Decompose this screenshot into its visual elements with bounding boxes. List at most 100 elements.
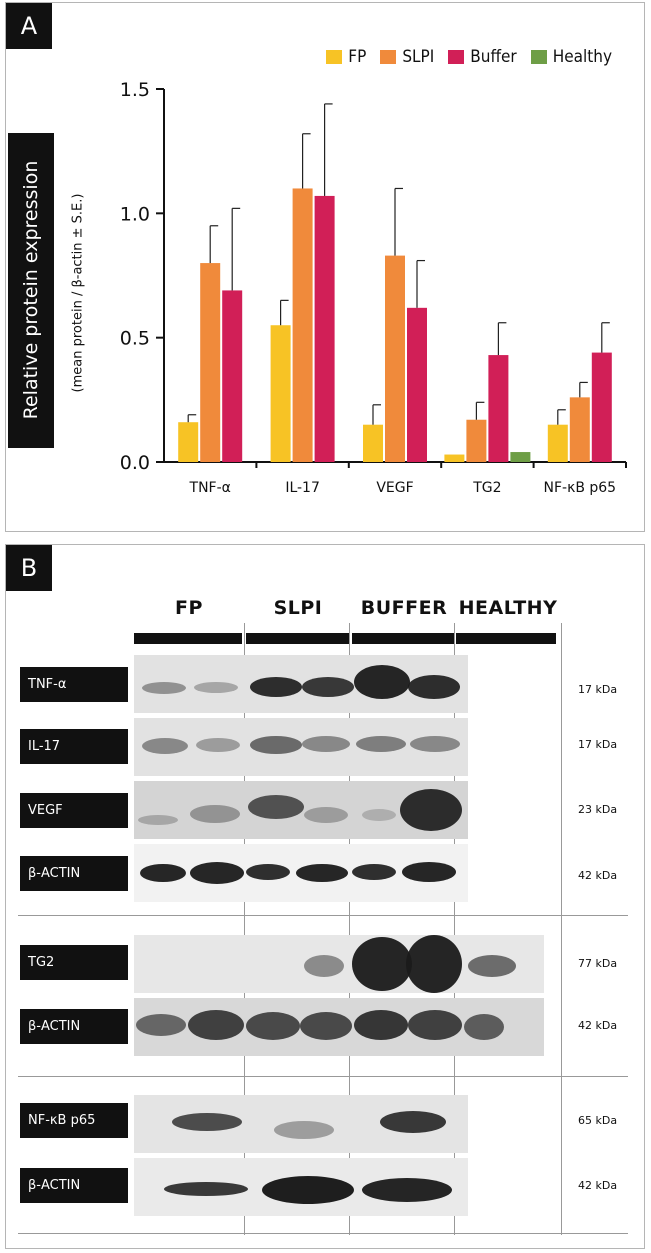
- group-label-fp: FP: [175, 597, 203, 619]
- band: [402, 862, 456, 882]
- kda-label-nfkb: 65 kDa: [578, 1114, 618, 1127]
- blot-actin-1: [134, 844, 468, 902]
- legend-swatch-slpi: [380, 50, 397, 64]
- blot-actin-3: [134, 1158, 468, 1216]
- kda-label-tg2: 77 kDa: [578, 957, 618, 970]
- band: [140, 864, 186, 882]
- group-label-slpi: SLPI: [273, 597, 323, 619]
- bar: [200, 263, 221, 462]
- band: [362, 809, 396, 821]
- band: [248, 795, 304, 819]
- y-tick-label: 0.0: [120, 452, 150, 474]
- band: [408, 675, 460, 699]
- band: [142, 738, 188, 754]
- band: [408, 1010, 462, 1040]
- band: [304, 807, 348, 823]
- bar: [314, 195, 335, 462]
- group-bar-fp: [134, 633, 242, 644]
- bar: [510, 452, 531, 462]
- blot-il17: [134, 718, 468, 776]
- bar: [363, 424, 383, 462]
- group-label-healthy: HEALTHY: [458, 597, 558, 619]
- row-label-actin-2: β-ACTIN: [20, 1009, 128, 1044]
- divider-line: [349, 623, 350, 1235]
- band: [136, 1014, 186, 1036]
- legend-swatch-fp: [326, 50, 343, 64]
- kda-label-actin-1: 42 kDa: [578, 869, 618, 882]
- band: [190, 862, 244, 884]
- divider-line: [18, 1076, 628, 1077]
- band: [362, 1178, 452, 1202]
- band: [246, 1012, 300, 1040]
- bar: [292, 188, 313, 462]
- band: [194, 682, 238, 693]
- band: [250, 677, 302, 697]
- divider-line: [18, 915, 628, 916]
- divider-line: [561, 623, 562, 1235]
- x-category-label: VEGF: [376, 480, 413, 496]
- blot-vegf: [134, 781, 468, 839]
- band: [188, 1010, 244, 1040]
- bar-chart: 0.0 0.5 1.0 1.5 TNF-α IL-17 VEGF TG2 NF-κB p65: [120, 79, 627, 496]
- bar: [444, 454, 465, 462]
- band: [352, 864, 396, 880]
- band: [468, 955, 516, 977]
- legend-item-buffer: Buffer: [448, 47, 517, 67]
- band: [464, 1014, 504, 1040]
- x-category-label: NF-κB p65: [544, 480, 617, 496]
- band: [196, 738, 240, 752]
- band: [246, 864, 290, 880]
- band: [262, 1176, 354, 1204]
- divider-line: [18, 1233, 628, 1234]
- legend-label-buffer: Buffer: [470, 47, 517, 67]
- x-category-label: TNF-α: [189, 480, 231, 496]
- band: [400, 789, 462, 831]
- bar: [222, 290, 243, 462]
- row-label-nfkb: NF-κB p65: [20, 1103, 128, 1138]
- row-label-actin-3: β-ACTIN: [20, 1168, 128, 1203]
- blot-actin-2: [134, 998, 544, 1056]
- bar: [547, 424, 568, 462]
- legend-label-fp: FP: [348, 47, 367, 67]
- band: [300, 1012, 352, 1040]
- band: [354, 665, 410, 699]
- row-label-tg2: TG2: [20, 945, 128, 980]
- x-category-label: IL-17: [285, 480, 320, 496]
- band: [354, 1010, 408, 1040]
- band: [138, 815, 178, 825]
- panel-b-label: B: [6, 545, 52, 591]
- legend-label-healthy: Healthy: [552, 47, 612, 67]
- legend-swatch-buffer: [448, 50, 465, 64]
- band: [164, 1182, 248, 1196]
- band: [172, 1113, 242, 1131]
- band: [406, 935, 462, 993]
- x-category-label: TG2: [472, 480, 501, 496]
- blot-tg2: [134, 935, 544, 993]
- panel-a: A FP SLPI Buffer Healthy Relative protei…: [5, 2, 645, 532]
- kda-label-actin-2: 42 kDa: [578, 1019, 618, 1032]
- legend-item-fp: FP: [326, 47, 366, 67]
- band: [190, 805, 240, 823]
- row-label-tnf: TNF-α: [20, 667, 128, 702]
- band: [410, 736, 460, 752]
- divider-line: [454, 623, 455, 1235]
- y-tick-label: 1.0: [120, 203, 150, 225]
- legend-swatch-healthy: [530, 50, 547, 64]
- band: [274, 1121, 334, 1139]
- bar: [466, 419, 487, 462]
- panel-a-label: A: [6, 3, 52, 49]
- band: [356, 736, 406, 752]
- row-label-vegf: VEGF: [20, 793, 128, 828]
- band: [302, 736, 350, 752]
- band: [142, 682, 186, 694]
- kda-label-vegf: 23 kDa: [578, 803, 618, 816]
- group-bar-slpi: [246, 633, 349, 644]
- y-tick-label: 0.5: [120, 328, 150, 350]
- kda-label-actin-3: 42 kDa: [578, 1179, 618, 1192]
- row-label-il17: IL-17: [20, 729, 128, 764]
- row-label-actin-1: β-ACTIN: [20, 856, 128, 891]
- y-tick-label: 1.5: [120, 79, 150, 101]
- band: [302, 677, 354, 697]
- band: [304, 955, 344, 977]
- bar: [407, 307, 427, 462]
